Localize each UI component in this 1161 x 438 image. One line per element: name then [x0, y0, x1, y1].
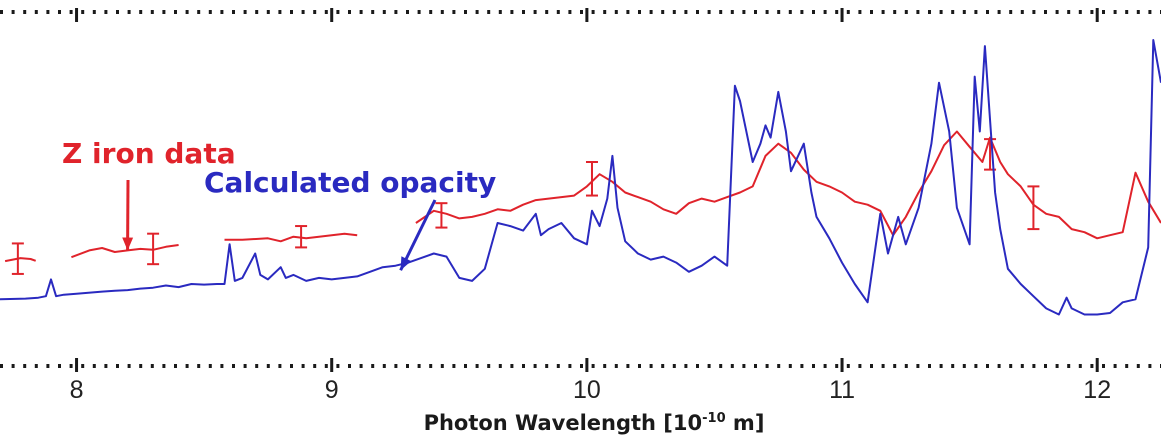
series-line-red [415, 130, 1161, 240]
series-line-red [224, 232, 358, 243]
error-bar [295, 225, 308, 249]
plot-frame [0, 10, 1161, 368]
annotation-label: Calculated opacity [204, 166, 496, 199]
annotation-arrow [399, 199, 437, 271]
x-tick-label: 8 [70, 376, 84, 404]
error-bar [984, 138, 997, 171]
annotation-arrowhead [400, 256, 412, 271]
x-axis-label: Photon Wavelength [10-10 m] [424, 411, 765, 435]
x-tick-label: 10 [573, 376, 601, 404]
error-bar [1027, 185, 1040, 231]
series-line-red [4, 257, 37, 263]
x-tick-label: 12 [1083, 376, 1111, 404]
series-line-red [71, 244, 179, 259]
error-bar [11, 242, 24, 275]
error-bar [585, 161, 598, 197]
annotation-label: Z iron data [62, 137, 236, 170]
series-layer [0, 39, 1161, 316]
annotation-arrowhead [122, 237, 134, 251]
x-ticks: 8 9 10 11 12 [70, 8, 1111, 404]
x-tick-label: 11 [829, 376, 855, 404]
x-tick-label: 9 [325, 376, 339, 404]
error-bar [435, 202, 448, 229]
series-line-blue [0, 39, 1161, 316]
error-bar [147, 232, 160, 266]
